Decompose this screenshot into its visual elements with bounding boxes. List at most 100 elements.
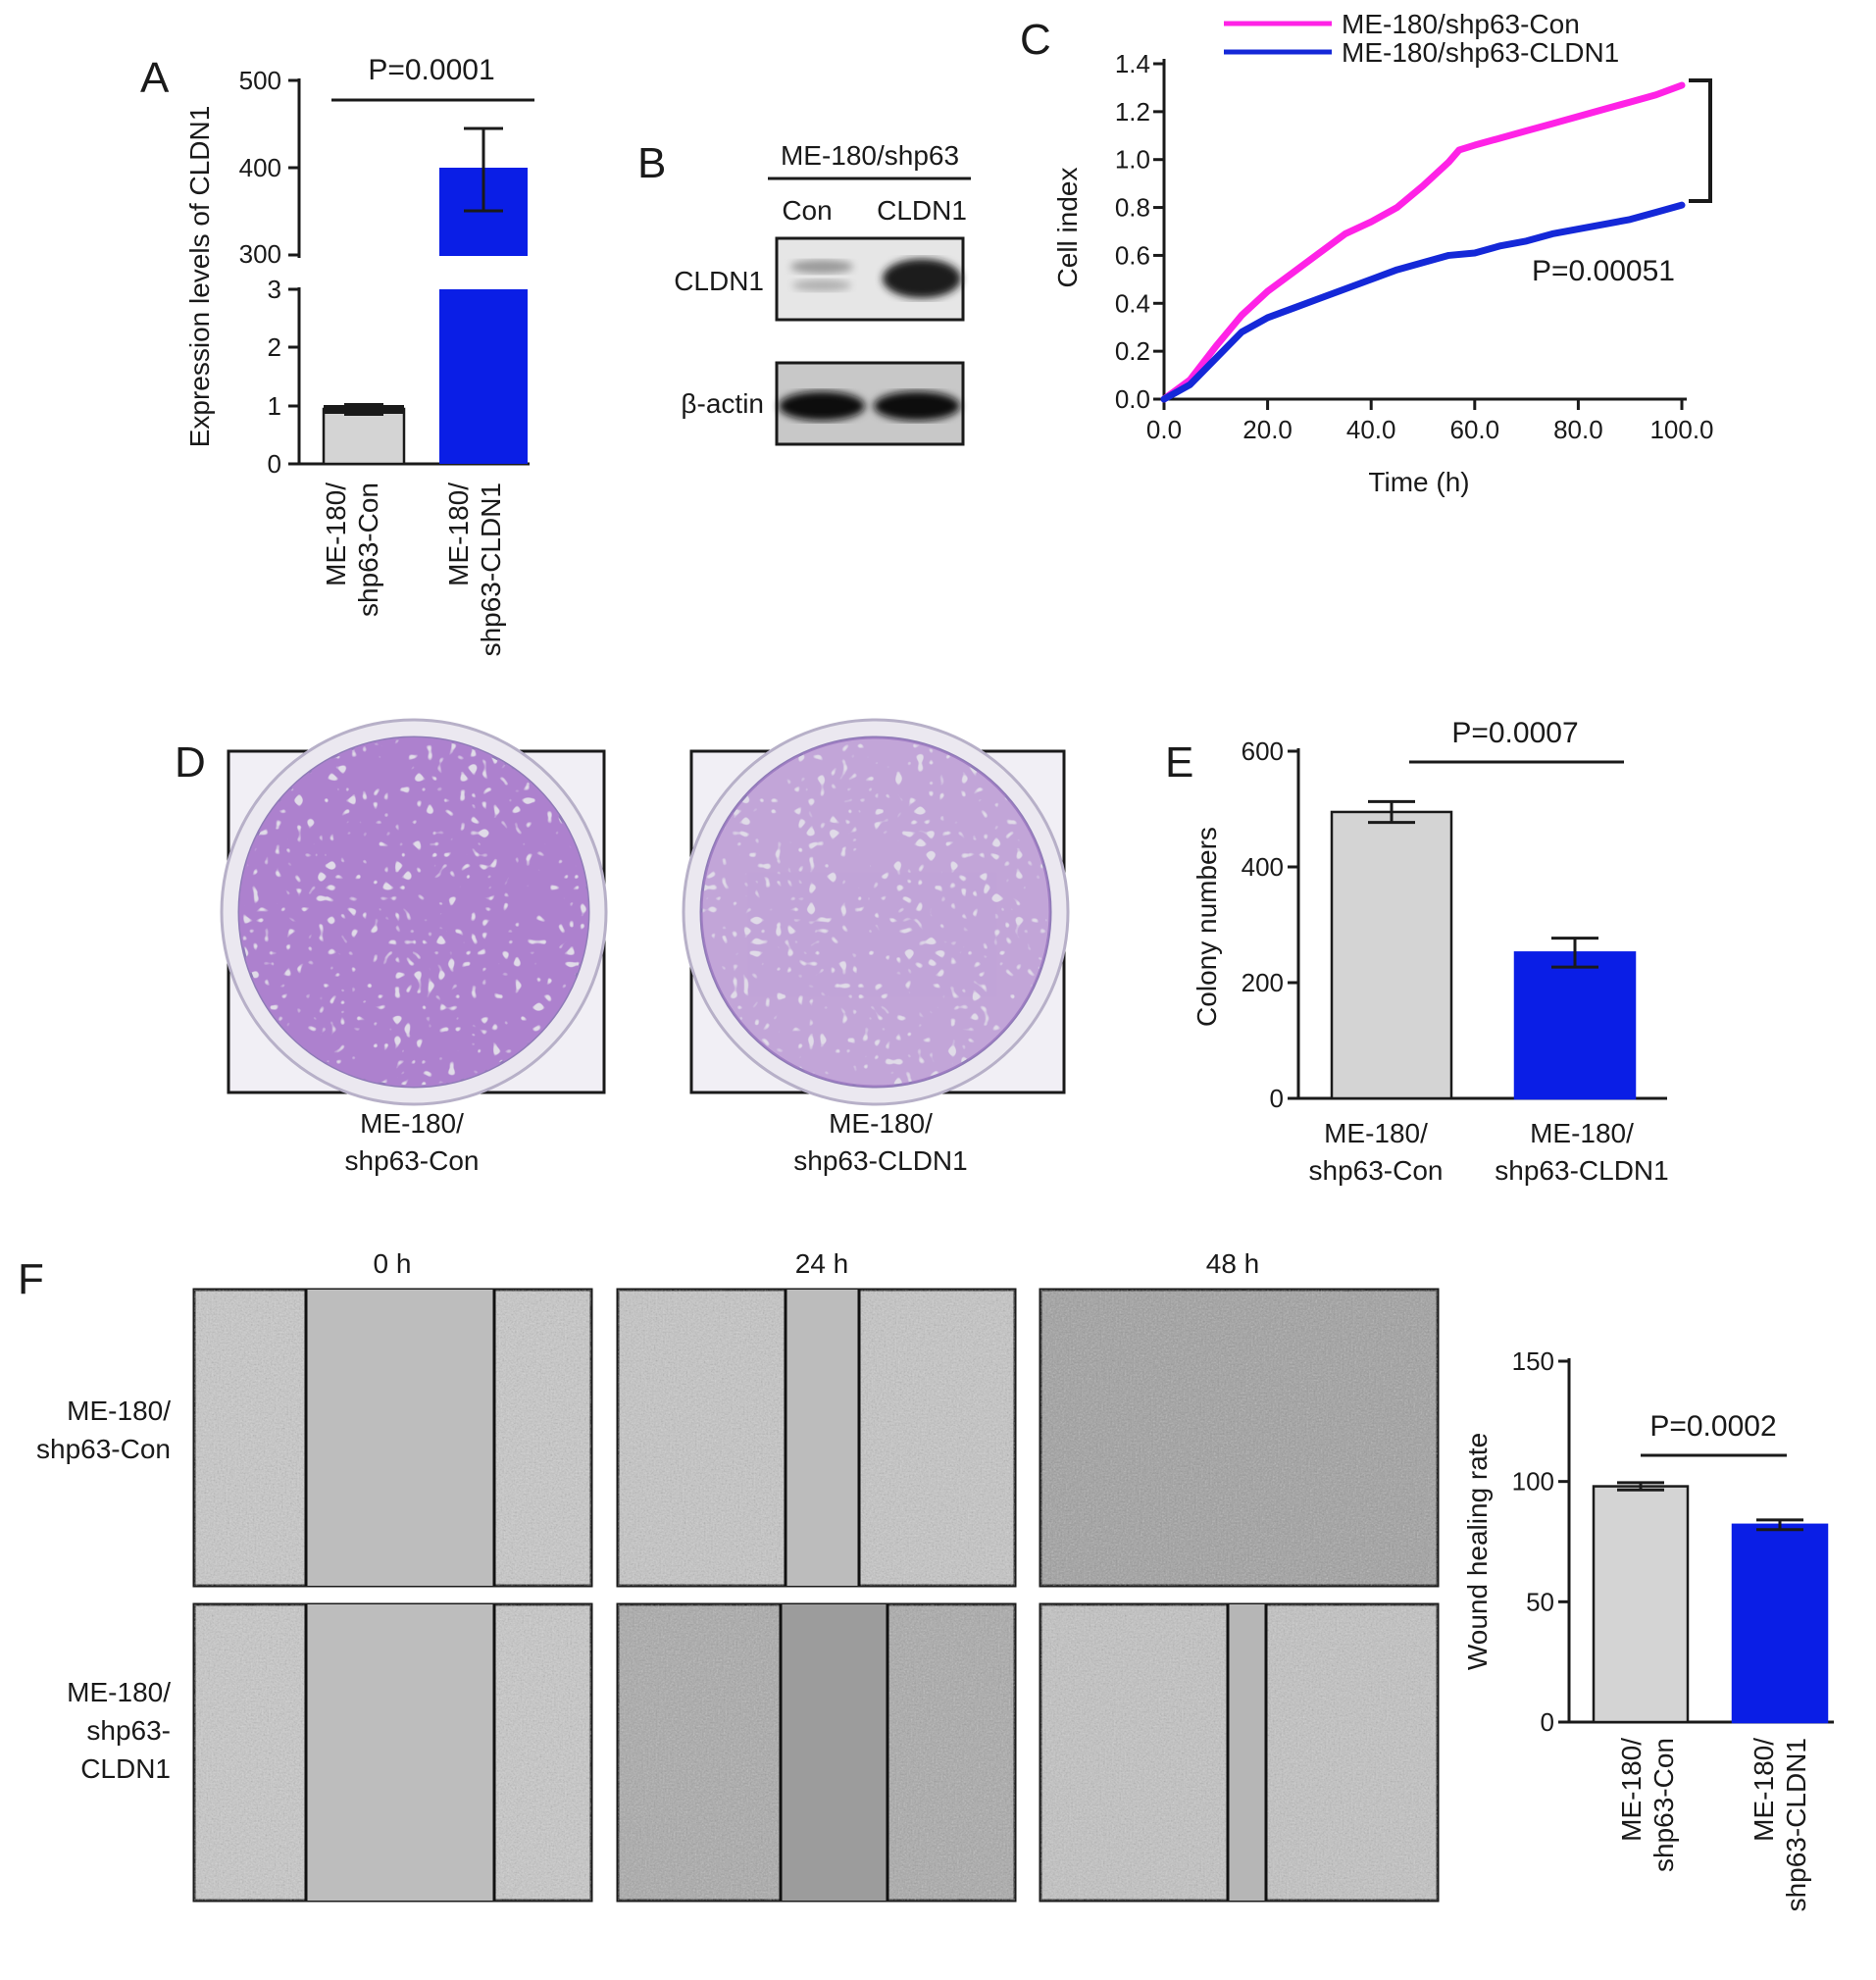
wound-row-cldn1-2: shp63- xyxy=(86,1715,171,1746)
panel-f-ytick-label: 150 xyxy=(1512,1346,1554,1376)
blot-row-cldn1: CLDN1 xyxy=(674,266,764,296)
panel-f: F 0 h 24 h 48 h ME-180/ shp63-Con ME-180… xyxy=(18,1248,1834,1911)
panel-f-xlabel-cldn1: ME-180/ shp63-CLDN1 xyxy=(1749,1738,1811,1912)
panel-f-bar-con xyxy=(1592,1485,1690,1724)
panel-f-pvalue: P=0.0002 xyxy=(1649,1410,1776,1443)
panel-a-ytick-0: 0 xyxy=(268,449,281,479)
colonies-cldn1 xyxy=(701,737,1050,1087)
panel-c-bracket xyxy=(1689,78,1712,203)
panel-a-xlabel-con-1: ME-180/ xyxy=(321,482,351,586)
panel-c: C Cell index Time (h) 0.0 0.2 0.4 0.6 0.8 1.0… xyxy=(1020,9,1714,497)
colony-caption-cldn1-1: ME-180/ xyxy=(829,1108,933,1139)
panel-f-bar-cldn1 xyxy=(1731,1523,1829,1724)
panel-a-ytick-2: 2 xyxy=(268,332,281,362)
panel-a-ytick-400: 400 xyxy=(239,153,281,182)
panel-letter-f: F xyxy=(18,1255,44,1303)
panel-e-ytick-label: 200 xyxy=(1242,968,1284,997)
panel-a: A Expression levels of CLDN1 500 400 300… xyxy=(140,54,534,656)
wound-row-con-1: ME-180/ xyxy=(67,1396,171,1426)
panel-d: D ME-180/ shp63-Con ME-180/ shp63-CLDN1 xyxy=(175,718,1070,1176)
panel-e-ytick-label: 600 xyxy=(1242,736,1284,766)
panel-c-xtick-label: 40.0 xyxy=(1346,415,1396,444)
panel-f-ytick-label: 0 xyxy=(1541,1707,1554,1737)
blot-cldn1-band-con xyxy=(790,260,853,274)
panel-c-pvalue: P=0.00051 xyxy=(1532,255,1675,287)
panel-letter-e: E xyxy=(1165,738,1193,787)
blot-row-actin: β-actin xyxy=(681,388,764,419)
colony-caption-con-1: ME-180/ xyxy=(360,1108,464,1139)
blot-header: ME-180/shp63 xyxy=(781,140,959,171)
panel-a-ytick-1: 1 xyxy=(268,391,281,421)
panel-c-ytick-label: 0.2 xyxy=(1115,336,1150,366)
panel-f-ylabel: Wound healing rate xyxy=(1462,1433,1493,1670)
panel-f-ticks: 0 50 100 150 xyxy=(1512,1346,1569,1737)
wound-image-cldn1-48h xyxy=(1039,1602,1440,1903)
panel-f-xlabel-cldn1-1: ME-180/ xyxy=(1749,1738,1779,1842)
panel-c-ytick-label: 1.4 xyxy=(1115,49,1150,78)
panel-e-xlabel-cldn1-2: shp63-CLDN1 xyxy=(1495,1155,1668,1186)
panel-f-xlabel-cldn1-2: shp63-CLDN1 xyxy=(1781,1738,1811,1911)
blot-actin-band-cldn1 xyxy=(874,391,960,421)
panel-letter-a: A xyxy=(140,54,170,102)
panel-letter-b: B xyxy=(637,139,666,187)
series-line-con xyxy=(1160,81,1686,403)
panel-a-ytick-500: 500 xyxy=(239,66,281,95)
colony-caption-cldn1-2: shp63-CLDN1 xyxy=(793,1145,967,1176)
panel-f-xlabel-con-2: shp63-Con xyxy=(1648,1738,1679,1872)
panel-f-ytick-label: 100 xyxy=(1512,1467,1554,1497)
blot-lane-cldn1: CLDN1 xyxy=(877,195,967,226)
panel-letter-c: C xyxy=(1020,16,1051,64)
blot-actin-band-con xyxy=(779,391,865,421)
wound-image-con-0h xyxy=(192,1288,593,1588)
colony-caption-con-2: shp63-Con xyxy=(345,1145,480,1176)
panel-c-xlabel: Time (h) xyxy=(1368,467,1469,497)
panel-f-bars xyxy=(1592,1481,1829,1724)
panel-letter-d: D xyxy=(175,738,206,787)
wound-time-24h: 24 h xyxy=(795,1248,849,1279)
wound-image-con-24h xyxy=(616,1288,1017,1588)
panel-a-ticks-upper: 500 400 300 xyxy=(239,66,299,269)
panel-a-ytick-3: 3 xyxy=(268,275,281,304)
panel-e-bar-cldn1 xyxy=(1513,951,1637,1100)
panel-e-xlabel-cldn1-1: ME-180/ xyxy=(1530,1118,1634,1148)
panel-c-ticks: 0.0 0.2 0.4 0.6 0.8 1.0 1.2 1.4 0.0 20.0 40.0 60.0 8… xyxy=(1115,49,1714,444)
panel-e-ticks: 0 200 400 600 xyxy=(1242,736,1298,1113)
panel-c-lines xyxy=(1160,81,1686,403)
wound-image-cldn1-24h xyxy=(616,1602,1017,1903)
panel-e-pvalue: P=0.0007 xyxy=(1451,717,1578,749)
blot-cldn1-band-cldn1 xyxy=(883,259,961,298)
panel-c-ytick-label: 0.0 xyxy=(1115,384,1150,414)
wound-time-48h: 48 h xyxy=(1206,1248,1260,1279)
panel-c-ylabel: Cell index xyxy=(1052,168,1083,288)
panel-c-ytick-label: 0.4 xyxy=(1115,288,1150,318)
panel-a-xlabel-cldn1-1: ME-180/ xyxy=(443,482,474,586)
blot-cldn1-band-con-2 xyxy=(792,279,851,291)
legend-label-cldn1: ME-180/shp63-CLDN1 xyxy=(1342,37,1619,68)
panel-b: B ME-180/shp63 Con CLDN1 CLDN1 β-actin xyxy=(637,139,971,446)
panel-a-ytick-300: 300 xyxy=(239,239,281,269)
panel-a-ylabel: Expression levels of CLDN1 xyxy=(184,106,215,448)
panel-e-xlabel-con-2: shp63-Con xyxy=(1309,1155,1444,1186)
blot-lane-con: Con xyxy=(782,195,832,226)
panel-a-xlabel-cldn1: ME-180/ shp63-CLDN1 xyxy=(443,482,506,657)
wound-image-cldn1-0h xyxy=(192,1602,593,1903)
wound-time-0h: 0 h xyxy=(374,1248,412,1279)
legend-label-con: ME-180/shp63-Con xyxy=(1342,9,1580,39)
panel-e-ytick-label: 0 xyxy=(1270,1084,1284,1113)
panel-c-ytick-label: 0.8 xyxy=(1115,193,1150,223)
series-line-cldn1 xyxy=(1160,201,1686,403)
panel-e-bars xyxy=(1330,799,1637,1100)
panel-c-xtick-label: 80.0 xyxy=(1553,415,1603,444)
panel-c-ytick-label: 0.6 xyxy=(1115,240,1150,270)
panel-c-xtick-label: 60.0 xyxy=(1449,415,1499,444)
panel-a-bar-con xyxy=(322,407,406,466)
panel-e: E Colony numbers 0 200 400 600 P=0.0007 ME-… xyxy=(1165,717,1669,1186)
panel-c-ytick-label: 1.0 xyxy=(1115,145,1150,175)
panel-c-xtick-label: 100.0 xyxy=(1649,415,1713,444)
blot-cldn1-membrane xyxy=(775,236,965,322)
panel-c-ytick-label: 1.2 xyxy=(1115,97,1150,127)
panel-a-errbox-con xyxy=(324,405,404,414)
panel-c-xtick-label: 0.0 xyxy=(1146,415,1182,444)
panel-e-xlabel-con-1: ME-180/ xyxy=(1324,1118,1428,1148)
